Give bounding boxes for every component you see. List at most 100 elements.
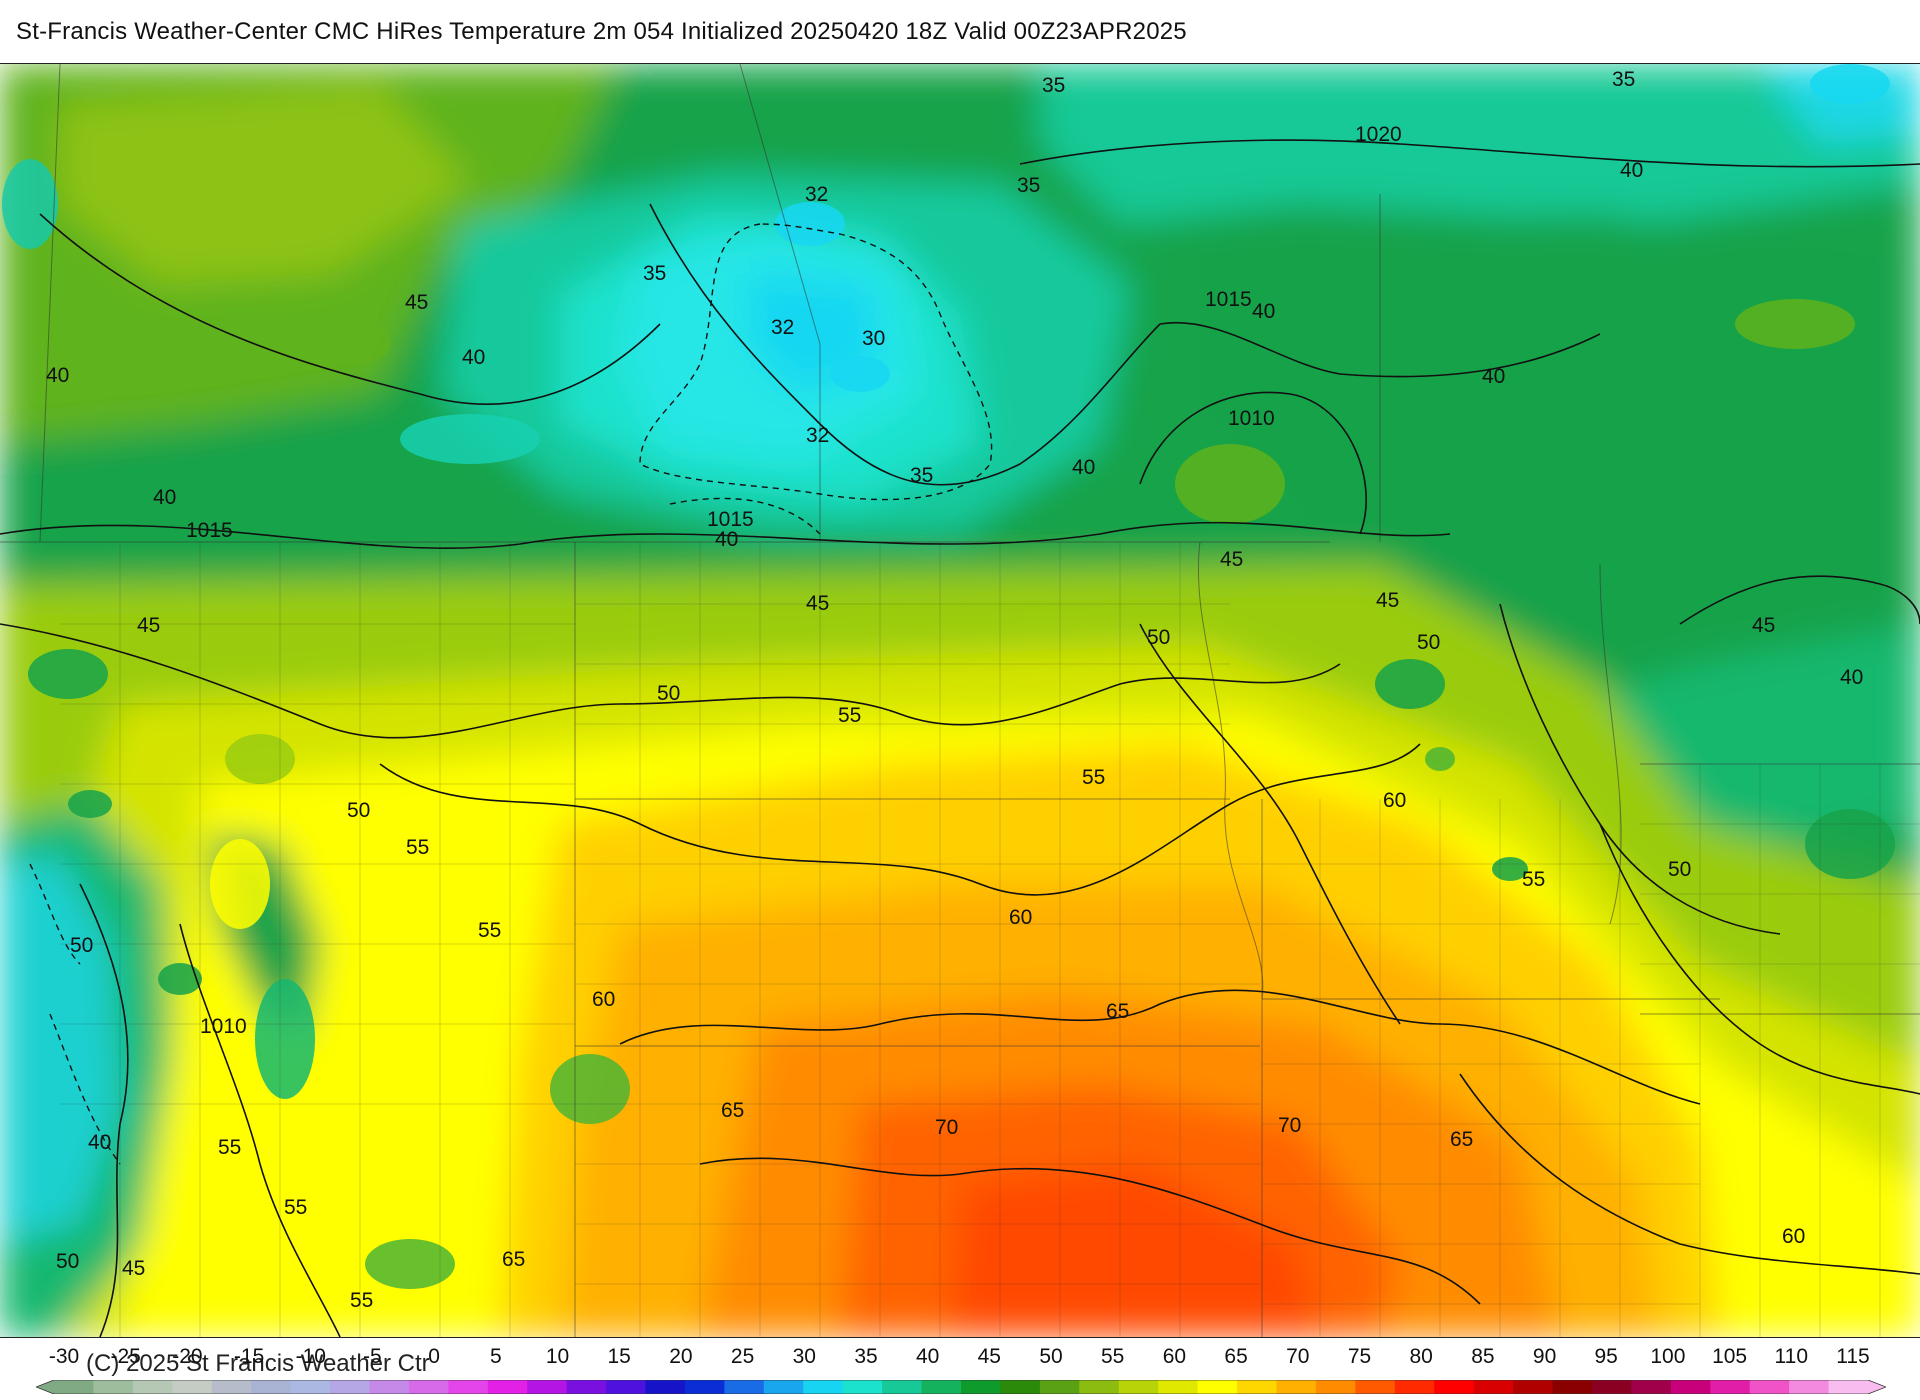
isotherm-label: 50 [657,682,680,705]
isotherm-label: 1020 [1355,123,1402,146]
colorbar-swatch [448,1380,489,1394]
colorbar-swatch [1118,1380,1159,1394]
colorbar-swatch [1237,1380,1277,1394]
isotherm-label: 32 [805,183,828,206]
colorbar-swatch [684,1380,725,1394]
colorbar-tick-label: 55 [1101,1345,1125,1368]
isotherm-label: 60 [592,988,615,1011]
colorbar-swatch [645,1380,686,1394]
colorbar-tick-label: 85 [1471,1345,1495,1368]
isotherm-label: 45 [1752,614,1775,637]
isotherm-label: 70 [935,1116,958,1139]
colorbar-swatch [606,1380,647,1394]
isotherm-label: 55 [284,1196,307,1219]
colorbar-swatch [172,1380,213,1394]
temperature-fill [0,64,1920,1337]
isotherm-label: 55 [838,704,861,727]
colorbar-swatch [763,1380,804,1394]
colorbar-swatch [1670,1380,1711,1394]
colorbar-swatch [1197,1380,1238,1394]
colorbar-tick-label: 20 [669,1345,693,1368]
colorbar-tick-label: -5 [363,1345,382,1368]
contour-lines [0,139,1920,1337]
isotherm-label: 55 [1082,766,1105,789]
isotherm-label: 40 [88,1131,111,1154]
colorbar-tick-label: -10 [295,1345,326,1368]
isotherm-label: 32 [771,316,794,339]
isotherm-label: 40 [1252,300,1275,323]
isotherm-label: 50 [1417,631,1440,654]
colorbar-swatch [1039,1380,1080,1394]
isotherm-label: 65 [1106,1000,1129,1023]
colorbar-swatch [1000,1380,1041,1394]
isotherm-label: 1015 [186,519,233,542]
isotherm-label: 60 [1383,789,1406,812]
colorbar-swatch [724,1380,765,1394]
isotherm-label: 1010 [1228,407,1275,430]
colorbar-swatch [369,1380,410,1394]
isotherm-label: 45 [137,614,160,637]
isotherm-label: 35 [1017,174,1040,197]
colorbar-tick-label: -15 [233,1345,265,1368]
colorbar-swatch [330,1380,370,1394]
isotherm-label: 55 [1522,868,1545,891]
colorbar-swatch [1158,1380,1199,1394]
isotherm-label: 40 [1620,159,1643,182]
colorbar [36,1380,1886,1394]
colorbar-tick-label: 65 [1224,1345,1248,1368]
colorbar-tick-label: 5 [489,1345,502,1368]
colorbar-swatch [921,1380,962,1394]
political-boundaries [0,64,1920,1337]
isotherm-label: 55 [218,1136,241,1159]
isotherm-label: 50 [56,1250,79,1273]
colorbar-swatch [1276,1380,1317,1394]
colorbar-swatch [1591,1380,1632,1394]
detail-blobs [2,64,1895,1289]
colorbar-tick-label: 95 [1594,1345,1618,1368]
temperature-map[interactable]: 35 35 1020 40 32 35 35 45 40 1015 40 32 … [0,63,1920,1338]
isotherm-label: 35 [1612,68,1635,91]
isotherm-label: 1010 [200,1015,247,1038]
colorbar-swatch [842,1380,883,1394]
colorbar-tick-label: 45 [977,1345,1001,1368]
colorbar-swatch [211,1380,252,1394]
colorbar-tick-labels: -30 -25 -20 -15 -10 -5 0 5 10 15 20 25 30 35 40 45 50 55 6… [0,1345,1920,1373]
colorbar-swatch [1355,1380,1396,1394]
copyright-credit: (C) 2025 St Francis Weather Ctr [86,1350,430,1377]
colorbar-tick-label: 90 [1532,1345,1557,1368]
isotherm-label: 45 [122,1257,145,1280]
colorbar-swatch [1749,1380,1790,1394]
colorbar-swatch [132,1380,173,1394]
colorbar-tick-label: 25 [730,1345,755,1368]
isotherm-label: 50 [1668,858,1691,881]
freezing-contours [29,223,993,1165]
isotherm-label: 1015 [1205,288,1252,311]
colorbar-tick-label: 105 [1712,1345,1748,1368]
isotherm-label: 45 [405,291,428,314]
isotherm-label: 65 [502,1248,525,1271]
colorbar-tick-label: 0 [428,1345,440,1368]
isotherm-label: 32 [806,424,829,447]
isotherm-label: 40 [1840,666,1863,689]
isotherm-label: 65 [721,1099,744,1122]
isotherm-label: 35 [1042,74,1065,97]
colorbar-swatch [527,1380,568,1394]
colorbar-swatch [251,1380,292,1394]
colorbar-tick-label: 35 [854,1345,878,1368]
colorbar-swatch [882,1380,923,1394]
isotherm-label: 60 [1009,906,1032,929]
isotherm-label: 55 [478,919,501,942]
isotherm-label: 45 [1376,589,1399,612]
colorbar-min-arrow [36,1380,54,1394]
colorbar-tick-label: 60 [1162,1345,1187,1368]
colorbar-tick-label: -30 [48,1345,80,1368]
colorbar-tick-label: -25 [110,1345,141,1368]
isotherm-labels: 35 35 1020 40 32 35 35 45 40 1015 40 32 … [46,68,1863,1312]
isotherm-label: 45 [1220,548,1243,571]
colorbar-swatch [566,1380,607,1394]
colorbar-tick-label: 50 [1039,1345,1063,1368]
colorbar-tick-label: 40 [916,1345,940,1368]
colorbar-tick-label: 110 [1774,1345,1809,1368]
isotherm-label: 60 [1782,1225,1805,1248]
colorbar-tick-label: 70 [1286,1345,1310,1368]
